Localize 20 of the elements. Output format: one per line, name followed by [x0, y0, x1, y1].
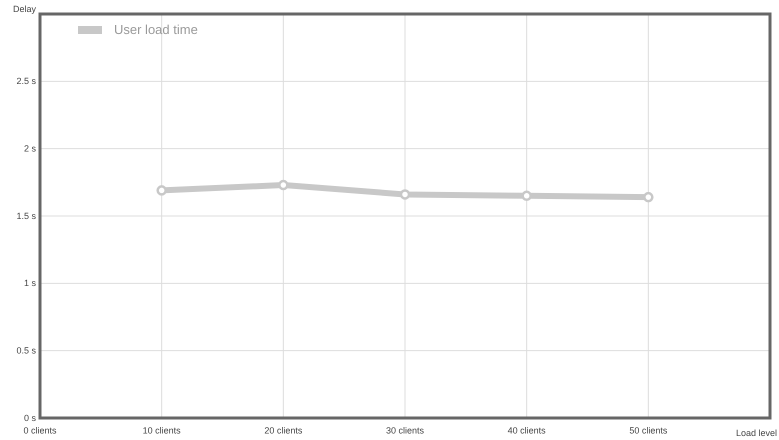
x-tick-label: 30 clients	[386, 425, 425, 436]
y-axis-title: Delay	[12, 4, 36, 14]
y-tick-label: 0 s	[24, 412, 36, 423]
x-tick-label: 10 clients	[142, 425, 182, 436]
y-tick-label: 2.5 s	[16, 76, 36, 86]
y-tick-label: 1.5 s	[16, 210, 36, 221]
y-tick-label: 2 s	[24, 144, 36, 154]
x-tick-label: 0 clients	[23, 425, 57, 436]
x-tick-label: 40 clients	[508, 425, 546, 436]
point	[643, 192, 654, 202]
point	[521, 190, 532, 202]
y-tick-label: 0.5 s	[16, 346, 36, 356]
point	[156, 185, 167, 196]
legend-label: User load time	[114, 22, 198, 37]
x-axis-title: Load level	[736, 428, 777, 438]
point	[400, 189, 410, 200]
x-tick-label: 20 clients	[264, 425, 303, 436]
point	[278, 180, 289, 190]
x-tick-label: 50 clients	[629, 425, 668, 436]
y-tick-label: 1 s	[24, 278, 36, 288]
